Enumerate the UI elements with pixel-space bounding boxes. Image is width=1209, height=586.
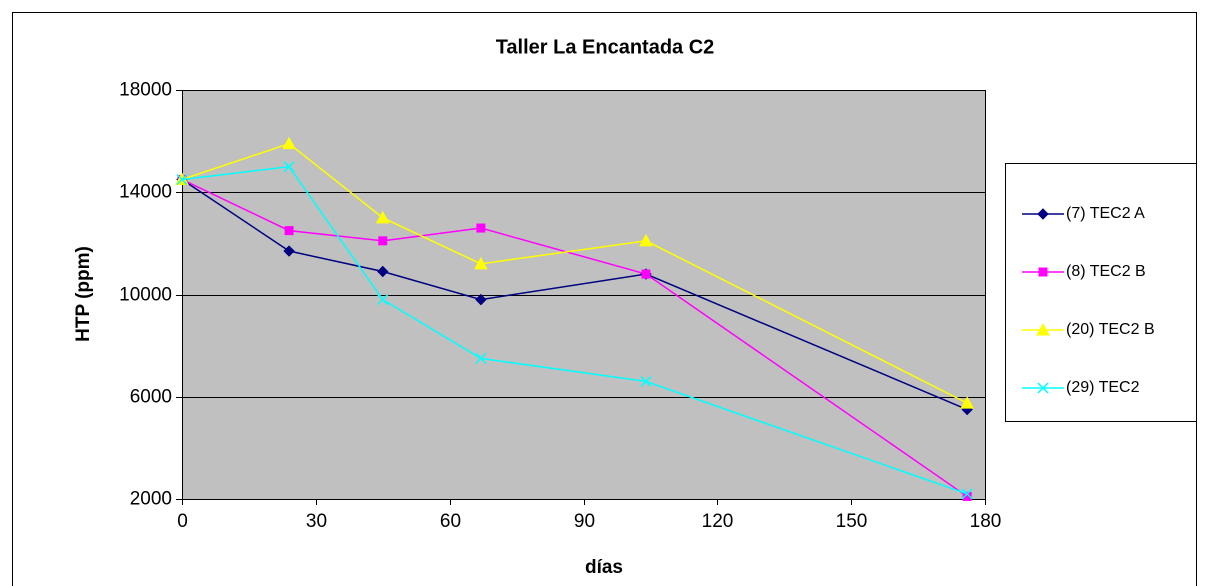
marker	[1038, 267, 1048, 277]
legend-text: (7) TEC2 A	[1066, 205, 1145, 222]
marker	[474, 256, 488, 270]
legend-text: (29) TEC2	[1066, 379, 1140, 396]
series-line	[181, 178, 968, 411]
marker	[284, 226, 294, 236]
chart-title: Taller La Encantada C2	[496, 36, 715, 58]
series-line	[181, 142, 968, 404]
marker	[639, 233, 653, 247]
marker	[640, 375, 652, 387]
y-axis-title: HTP (ppm)	[73, 246, 94, 342]
marker	[475, 293, 487, 306]
marker	[283, 245, 295, 257]
marker	[378, 236, 388, 246]
x-tick-label: 120	[702, 511, 734, 532]
marker	[961, 488, 973, 500]
marker	[282, 136, 296, 150]
marker	[962, 491, 972, 501]
x-tick-label: 30	[306, 511, 327, 532]
y-tick-label: 6000	[130, 387, 172, 408]
series-line	[181, 178, 968, 498]
legend-box	[1005, 163, 1197, 422]
x-tick-label: 60	[440, 511, 461, 532]
marker	[475, 352, 487, 364]
x-tick-label: 150	[836, 511, 868, 532]
y-tick-label: 18000	[119, 80, 172, 101]
plot-border	[182, 90, 986, 500]
x-tick-label: 0	[177, 511, 188, 532]
marker	[1037, 208, 1049, 220]
plot-area	[182, 90, 985, 499]
marker	[377, 294, 389, 306]
marker	[476, 223, 486, 233]
x-axis-title: días	[585, 557, 623, 578]
y-tick-label: 14000	[119, 182, 172, 203]
y-tick-label: 2000	[130, 489, 172, 510]
marker	[1037, 382, 1049, 394]
marker	[377, 265, 389, 278]
legend-text: (20) TEC2 B	[1066, 321, 1155, 338]
x-tick-label: 180	[970, 511, 1002, 532]
y-tick-label: 10000	[119, 285, 172, 306]
marker	[375, 210, 390, 224]
marker	[641, 269, 651, 279]
series-line	[181, 165, 968, 495]
marker	[960, 396, 974, 409]
marker	[283, 161, 295, 173]
marker	[1036, 322, 1050, 336]
marker	[176, 173, 188, 185]
x-tick-label: 90	[574, 511, 595, 532]
legend-text: (8) TEC2 B	[1066, 263, 1146, 280]
